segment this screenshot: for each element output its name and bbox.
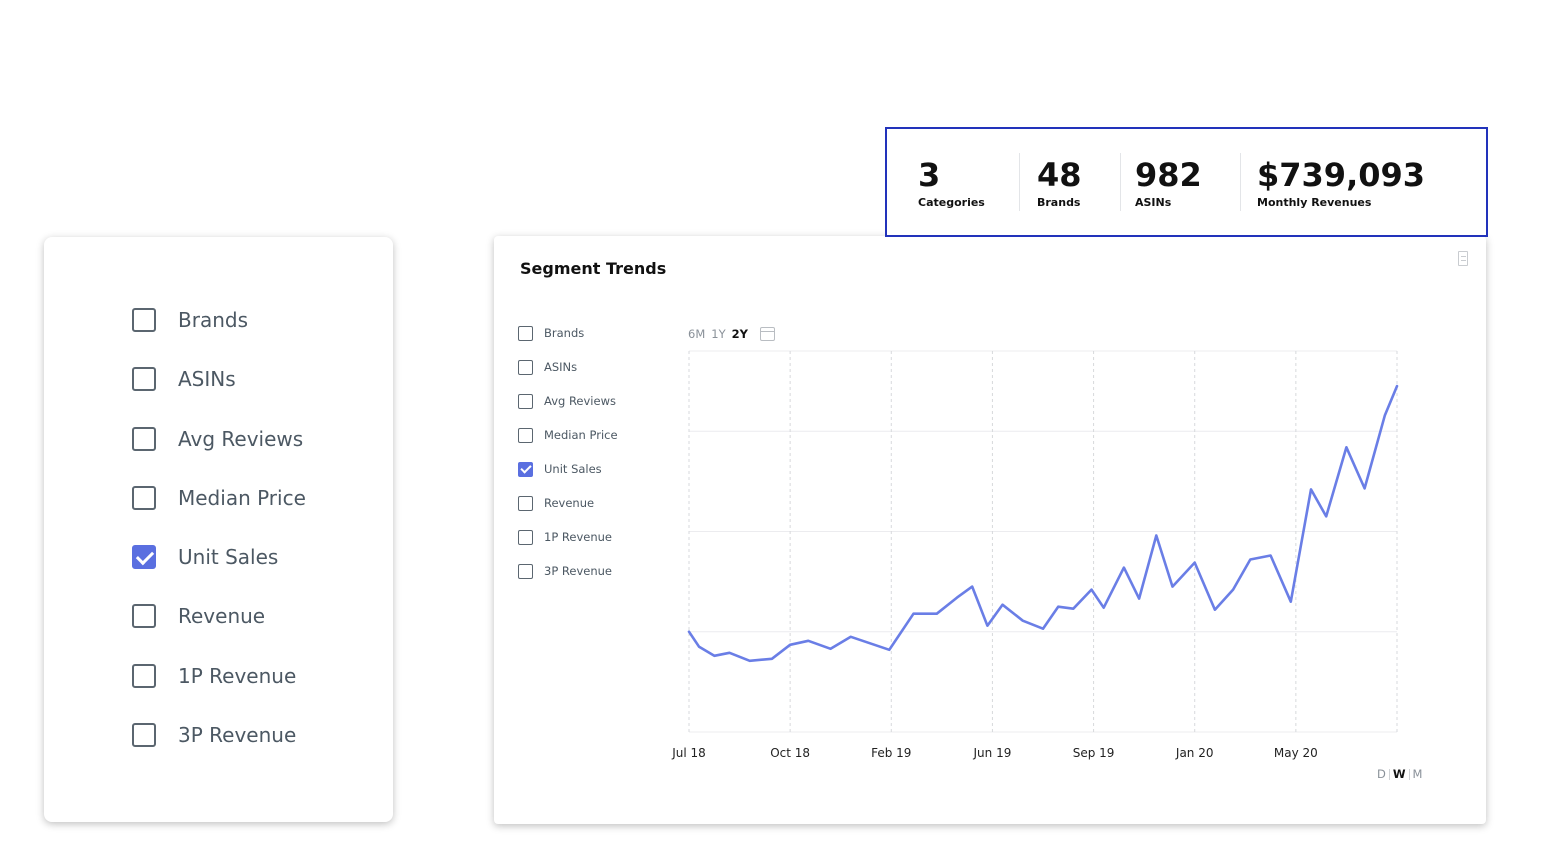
filter-label: Brands [178,308,248,332]
unit-sales-line-chart: Jul 18 Oct 18 Feb 19 Jun 19 Sep 19 Jan 20 May … [671,350,1399,760]
checkbox[interactable] [518,462,533,477]
checkbox[interactable] [132,485,156,510]
filter-item-asins[interactable]: ASINs [132,366,306,425]
x-tick-label: Sep 19 [1073,746,1115,760]
checkbox[interactable] [518,394,533,409]
checkbox[interactable] [518,496,533,511]
filter-label: 1P Revenue [544,530,612,544]
x-tick-label: May 20 [1274,746,1318,760]
filter-label: Median Price [178,485,306,510]
metric-filter-list: Brands ASINs Avg Reviews Median Price Unit S… [132,307,306,781]
divider [1019,153,1020,211]
range-1y[interactable]: 1Y [711,327,726,341]
checkbox[interactable] [132,308,156,332]
granularity-day[interactable]: D [1377,767,1386,781]
x-tick-label: Oct 18 [770,746,810,760]
filter-item-asins[interactable]: ASINs [518,360,618,394]
checkbox[interactable] [132,426,156,451]
stat-asins: 982 ASINs [1135,155,1202,209]
filter-label: 3P Revenue [178,723,297,748]
stat-value: 48 [1037,156,1082,194]
checkbox[interactable] [518,564,533,579]
granularity-week[interactable]: W [1392,767,1406,781]
x-tick-label: Jan 20 [1175,746,1214,760]
filter-label: Revenue [544,496,595,510]
checkbox[interactable] [518,360,533,375]
filter-label: Avg Reviews [178,426,304,451]
stat-label: Monthly Revenues [1257,196,1372,209]
card-title: Segment Trends [520,259,667,278]
filter-label: Revenue [178,604,266,629]
filter-item-unit-sales[interactable]: Unit Sales [132,544,306,603]
stat-brands: 48 Brands [1037,155,1082,209]
filter-label: ASINs [178,367,236,392]
filter-label: 1P Revenue [178,663,297,688]
filter-item-median-price[interactable]: Median Price [132,485,306,544]
chart-metric-list: Brands ASINs Avg Reviews Median Price Unit S… [518,326,618,598]
time-range-selector: 6M 1Y 2Y [688,327,775,341]
checkbox[interactable] [132,723,156,748]
stat-label: Brands [1037,196,1081,209]
filter-item-brands[interactable]: Brands [132,307,306,366]
stat-label: Categories [918,196,985,209]
range-6m[interactable]: 6M [688,327,706,341]
filter-item-avg-reviews[interactable]: Avg Reviews [132,426,306,485]
checkbox[interactable] [132,367,156,392]
checkbox[interactable] [518,530,533,545]
filter-item-median-price[interactable]: Median Price [518,428,618,462]
filter-label: Median Price [544,428,618,442]
filter-item-3p-revenue[interactable]: 3P Revenue [518,564,618,598]
export-document-icon[interactable] [1458,251,1468,266]
x-tick-label: Feb 19 [871,746,911,760]
filter-item-revenue[interactable]: Revenue [518,496,618,530]
divider [1388,768,1390,780]
filter-item-unit-sales[interactable]: Unit Sales [518,462,618,496]
divider [1120,153,1121,211]
filter-item-brands[interactable]: Brands [518,326,618,360]
filter-label: Brands [544,326,585,340]
filter-item-1p-revenue[interactable]: 1P Revenue [132,663,306,722]
filter-item-3p-revenue[interactable]: 3P Revenue [132,722,306,781]
checkbox[interactable] [132,545,156,570]
x-tick-label: Jun 19 [973,746,1012,760]
filter-label: Unit Sales [178,545,279,570]
granularity-selector: D W M [1377,767,1422,781]
divider [1240,153,1241,211]
filter-item-1p-revenue[interactable]: 1P Revenue [518,530,618,564]
filter-label: Avg Reviews [544,394,616,408]
stat-categories: 3 Categories [918,155,985,209]
stat-value: 982 [1135,156,1202,194]
filter-label: 3P Revenue [544,564,612,578]
filter-item-revenue[interactable]: Revenue [132,603,306,662]
filter-label: ASINs [544,360,578,374]
stat-label: ASINs [1135,196,1172,209]
checkbox[interactable] [132,663,156,688]
calendar-icon[interactable] [759,327,775,341]
summary-stats-box: 3 Categories 48 Brands 982 ASINs $739,09… [885,127,1488,237]
stat-value: 3 [918,156,941,194]
segment-trends-card: Segment Trends Brands ASINs Avg Reviews Med… [494,236,1486,824]
stat-monthly-revenues: $739,093 Monthly Revenues [1257,155,1425,209]
checkbox[interactable] [518,326,533,341]
granularity-month[interactable]: M [1412,767,1423,781]
checkbox[interactable] [132,604,156,629]
x-tick-label: Jul 18 [671,746,706,760]
range-2y[interactable]: 2Y [731,327,748,341]
filter-panel: Brands ASINs Avg Reviews Median Price Unit S… [44,237,393,822]
stat-value: $739,093 [1257,156,1426,194]
filter-label: Unit Sales [544,462,602,476]
divider [1408,768,1410,780]
filter-item-avg-reviews[interactable]: Avg Reviews [518,394,618,428]
checkbox[interactable] [518,428,533,443]
series-line-unit-sales [687,384,1399,663]
